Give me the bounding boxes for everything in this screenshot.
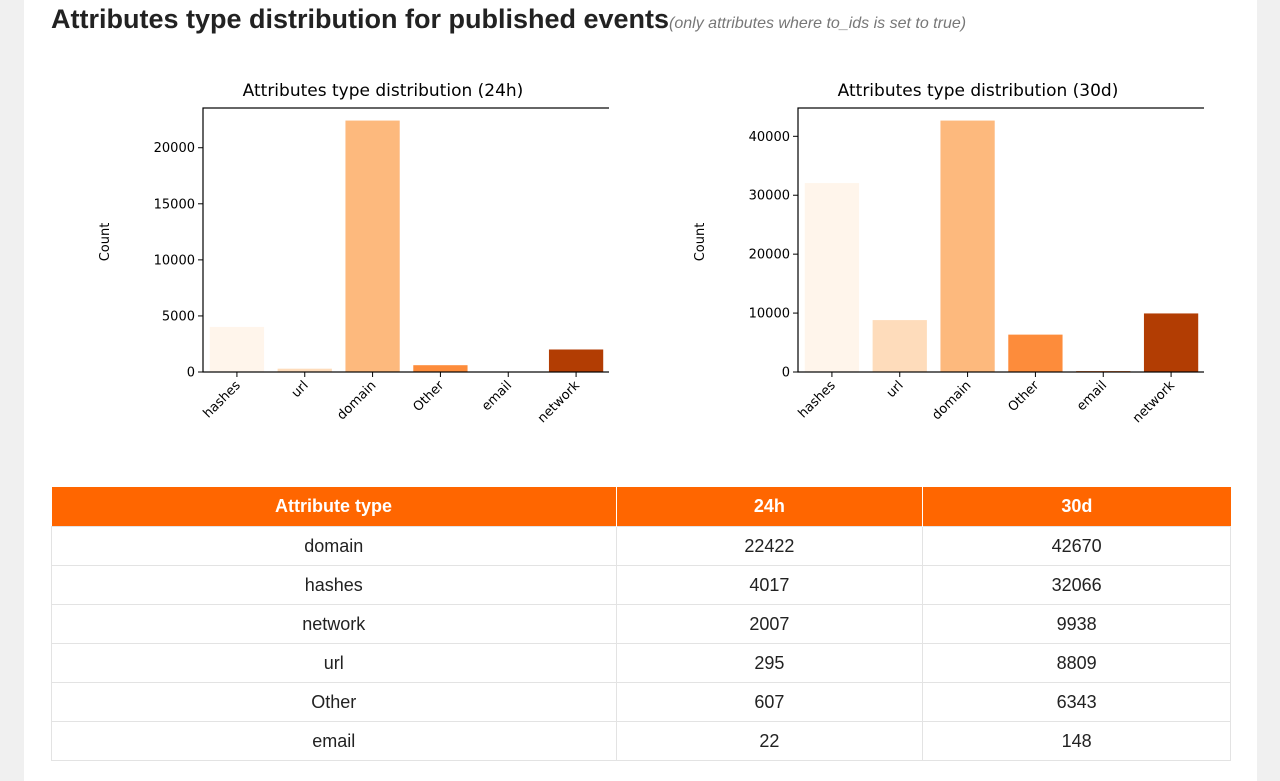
bar-domain (940, 120, 995, 372)
bar-other (1008, 334, 1063, 372)
cell-30d: 148 (922, 721, 1231, 761)
column-header-attribute-type: Attribute type (51, 487, 617, 527)
bar-url (872, 320, 927, 372)
y-tick-label: 10000 (154, 253, 195, 268)
y-axis-label: Count (693, 223, 708, 262)
bar-hashes (209, 326, 265, 372)
chart-30d: Attributes type distribution (30d) Count… (693, 81, 1204, 426)
x-tick-label: hashes (796, 378, 839, 421)
table-row: hashes 4017 32066 (51, 565, 1231, 605)
cell-24h: 607 (615, 682, 924, 722)
bar-domain (345, 120, 400, 372)
cell-30d: 42670 (922, 526, 1231, 566)
bar-other (413, 365, 468, 372)
y-tick-label: 5000 (162, 309, 195, 324)
x-tick-label: domain (929, 378, 974, 423)
x-tick-label: network (535, 378, 583, 426)
cell-24h: 4017 (615, 565, 924, 605)
x-tick-label: Other (411, 378, 448, 415)
chart-24h: Attributes type distribution (24h) Count… (98, 81, 609, 426)
page-subtitle: (only attributes where to_ids is set to … (669, 15, 967, 32)
plot-frame (202, 107, 609, 373)
table-row: domain 22422 42670 (51, 526, 1231, 566)
cell-attribute-type: hashes (51, 565, 617, 605)
section-heading: Attributes type distribution for publish… (51, 4, 966, 35)
x-tick-label: network (1130, 378, 1178, 426)
bar-hashes (804, 183, 860, 372)
chart-title: Attributes type distribution (24h) (243, 81, 524, 101)
table-row: Other 607 6343 (51, 682, 1231, 722)
cell-attribute-type: Other (51, 682, 617, 722)
cell-24h: 22 (615, 721, 924, 761)
table-row: email 22 148 (51, 721, 1231, 761)
x-tick-label: url (289, 378, 312, 401)
chart-title: Attributes type distribution (30d) (838, 81, 1119, 101)
y-tick-label: 15000 (154, 197, 195, 212)
y-tick-label: 0 (782, 366, 790, 381)
bar-network (548, 349, 604, 372)
cell-attribute-type: url (51, 643, 617, 683)
table-row: url 295 8809 (51, 643, 1231, 683)
page-title: Attributes type distribution for publish… (51, 4, 670, 34)
cell-30d: 6343 (922, 682, 1231, 722)
x-tick-label: Other (1006, 378, 1043, 415)
x-tick-label: domain (334, 378, 379, 423)
cell-24h: 22422 (615, 526, 924, 566)
table-header-row: Attribute type 24h 30d (51, 487, 1231, 527)
cell-attribute-type: domain (51, 526, 617, 566)
x-tick-label: hashes (201, 378, 244, 421)
table-row: network 2007 9938 (51, 604, 1231, 644)
x-tick-label: email (1074, 378, 1110, 414)
bar-network (1143, 313, 1199, 372)
report-card: Attributes type distribution for publish… (24, 0, 1257, 781)
cell-attribute-type: email (51, 721, 617, 761)
y-tick-label: 0 (187, 366, 195, 381)
x-tick-label: url (884, 378, 907, 401)
column-header-30d: 30d (922, 487, 1231, 527)
plot-frame (797, 107, 1204, 373)
cell-24h: 295 (615, 643, 924, 683)
cell-24h: 2007 (615, 604, 924, 644)
y-tick-label: 30000 (749, 189, 790, 204)
cell-30d: 9938 (922, 604, 1231, 644)
y-axis-label: Count (98, 223, 113, 262)
cell-30d: 8809 (922, 643, 1231, 683)
bar-url (277, 368, 332, 372)
y-tick-label: 20000 (749, 248, 790, 263)
x-tick-label: email (479, 378, 515, 414)
y-tick-label: 40000 (749, 130, 790, 145)
y-tick-label: 10000 (749, 307, 790, 322)
attribute-table: Attribute type 24h 30d domain 22422 4267… (51, 487, 1231, 761)
cell-30d: 32066 (922, 565, 1231, 605)
cell-attribute-type: network (51, 604, 617, 644)
y-tick-label: 20000 (154, 141, 195, 156)
column-header-24h: 24h (616, 487, 924, 527)
